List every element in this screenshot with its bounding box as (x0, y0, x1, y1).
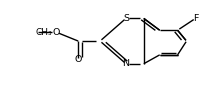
Text: O: O (74, 55, 82, 64)
Text: F: F (193, 14, 198, 23)
Text: N: N (122, 59, 130, 68)
Text: O: O (53, 28, 60, 37)
Text: CH₃: CH₃ (36, 28, 52, 37)
Text: S: S (123, 14, 129, 23)
